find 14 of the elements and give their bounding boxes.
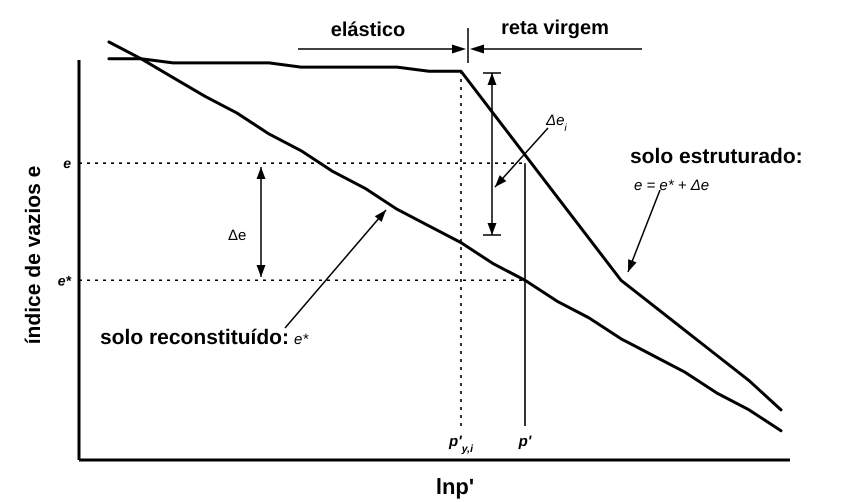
annotation: solo estruturado: <box>630 145 803 168</box>
annotation: e* <box>294 331 310 348</box>
y-axis-title: índice de vazios e <box>22 166 45 344</box>
annotation: e = e* + Δe <box>634 177 710 194</box>
x-axis-title: lnp' <box>436 474 474 499</box>
x-tick-label: p'$_{y,i}$ <box>448 433 474 455</box>
ref-line-label: e* <box>58 272 72 288</box>
x-tick-label: p' <box>518 433 532 450</box>
text: elástico <box>330 19 406 41</box>
text: reta virgem <box>501 17 609 39</box>
ref-line-label: e <box>63 155 72 172</box>
annotation: Δe$_{i}$ <box>545 112 568 134</box>
annotation: solo reconstituído: <box>100 326 289 349</box>
annotation: Δe <box>228 227 246 244</box>
